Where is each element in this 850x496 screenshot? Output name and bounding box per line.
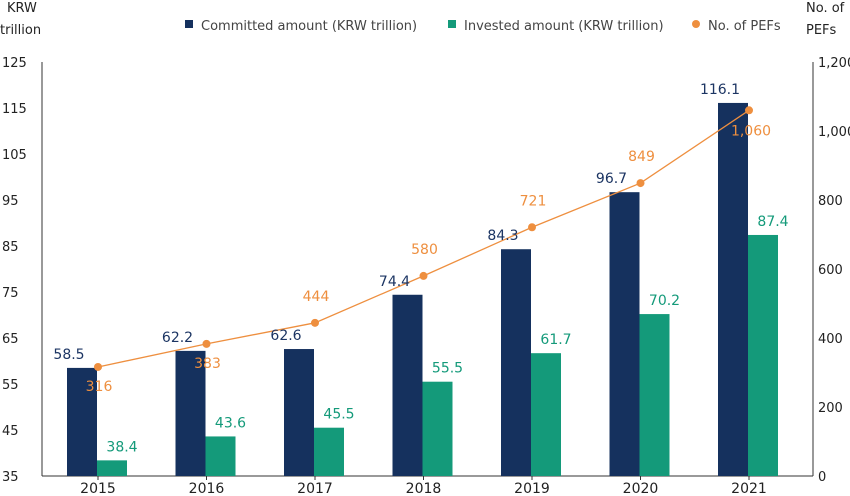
invested-bar xyxy=(422,381,453,476)
x-tick-label: 2015 xyxy=(80,481,116,496)
y-left-tick-label: 95 xyxy=(2,194,19,209)
x-tick-label: 2019 xyxy=(514,481,550,496)
bars xyxy=(67,102,778,476)
committed-value-label: 84.3 xyxy=(487,228,518,244)
legend: Committed amount (KRW trillion) Invested … xyxy=(185,19,781,34)
y-right-tick-label: 0 xyxy=(818,470,826,485)
pefs-point xyxy=(745,106,753,115)
y-right-axis-title: PEFs xyxy=(806,23,837,38)
legend-invested-swatch xyxy=(448,20,456,28)
pefs-point xyxy=(94,362,102,371)
invested-value-label: 70.2 xyxy=(649,293,680,309)
pefs-value-label: 316 xyxy=(86,379,113,395)
y-left-tick-label: 125 xyxy=(2,56,27,71)
legend-committed-swatch xyxy=(185,20,193,28)
y-left-tick-label: 75 xyxy=(2,286,19,301)
y-left-tick-label: 105 xyxy=(2,148,27,163)
pefs-value-label: 849 xyxy=(628,149,655,165)
committed-value-label: 62.2 xyxy=(162,330,193,346)
pefs-point xyxy=(311,318,319,327)
invested-value-label: 61.7 xyxy=(540,332,571,348)
x-tick-label: 2020 xyxy=(623,481,659,496)
line-series xyxy=(94,106,753,371)
y-left-axis-title: KRW xyxy=(7,1,37,16)
y-left-tick-label: 65 xyxy=(2,332,19,347)
pefs-point xyxy=(419,271,428,280)
y-right-tick-label: 600 xyxy=(818,263,843,278)
legend-label: Committed amount (KRW trillion) xyxy=(201,19,417,34)
invested-bar xyxy=(639,314,670,476)
invested-value-label: 45.5 xyxy=(323,407,354,423)
y-left-tick-label: 115 xyxy=(2,102,27,117)
pefs-value-label: 383 xyxy=(194,356,221,372)
legend-label: Invested amount (KRW trillion) xyxy=(464,19,664,34)
committed-bar xyxy=(175,350,206,476)
y-right-tick-label: 400 xyxy=(818,332,843,347)
y-right-axis-title: No. of xyxy=(806,1,845,16)
pefs-value-label: 580 xyxy=(411,242,438,258)
y-left-tick-label: 35 xyxy=(2,470,19,485)
x-tick-label: 2016 xyxy=(189,481,225,496)
committed-bar xyxy=(392,294,423,476)
y-right-tick-label: 800 xyxy=(818,194,843,209)
pefs-value-label: 1,060 xyxy=(731,123,771,139)
invested-bar xyxy=(97,460,127,476)
pefs-value-label: 444 xyxy=(303,289,330,305)
x-tick-label: 2018 xyxy=(406,481,442,496)
legend-pefs-swatch xyxy=(692,20,700,28)
data-labels: 58.5 62.2 62.6 74.4 84.3 96.7 116.1 38.4 43.6 45.… xyxy=(53,82,788,455)
axes: 35 45 55 65 75 85 95 105 115 125 0 200 400 600 800 1,00… xyxy=(2,56,850,496)
committed-value-label: 62.6 xyxy=(270,328,301,344)
committed-value-label: 58.5 xyxy=(53,347,84,363)
committed-bar xyxy=(609,192,640,476)
y-left-tick-label: 45 xyxy=(2,424,19,439)
committed-value-label: 116.1 xyxy=(700,82,740,98)
committed-bar xyxy=(284,349,314,476)
x-tick-label: 2021 xyxy=(731,481,767,496)
y-right-tick-label: 1,200 xyxy=(818,56,850,71)
y-right-tick-label: 200 xyxy=(818,401,843,416)
committed-bar xyxy=(501,249,531,476)
pefs-point xyxy=(636,179,645,188)
invested-value-label: 55.5 xyxy=(432,361,463,377)
invested-bar xyxy=(748,234,778,476)
invested-bar xyxy=(314,427,344,476)
invested-bar xyxy=(531,353,561,476)
invested-bar xyxy=(205,436,236,476)
axis-titles: KRW trillion No. of PEFs xyxy=(0,1,845,38)
invested-value-label: 87.4 xyxy=(757,214,788,230)
committed-value-label: 96.7 xyxy=(596,171,627,187)
pefs-point xyxy=(202,339,211,348)
pefs-point xyxy=(528,223,536,232)
invested-value-label: 43.6 xyxy=(215,415,246,431)
y-right-tick-label: 1,000 xyxy=(818,125,850,140)
committed-bar xyxy=(67,367,97,476)
y-left-axis-title: trillion xyxy=(0,23,41,38)
committed-bar xyxy=(718,102,748,476)
invested-value-label: 38.4 xyxy=(106,439,137,455)
x-tick-label: 2017 xyxy=(297,481,333,496)
legend-label: No. of PEFs xyxy=(708,19,781,34)
committed-value-label: 74.4 xyxy=(379,274,410,290)
y-left-tick-label: 85 xyxy=(2,240,19,255)
y-left-tick-label: 55 xyxy=(2,378,19,393)
pefs-value-label: 721 xyxy=(520,193,547,209)
